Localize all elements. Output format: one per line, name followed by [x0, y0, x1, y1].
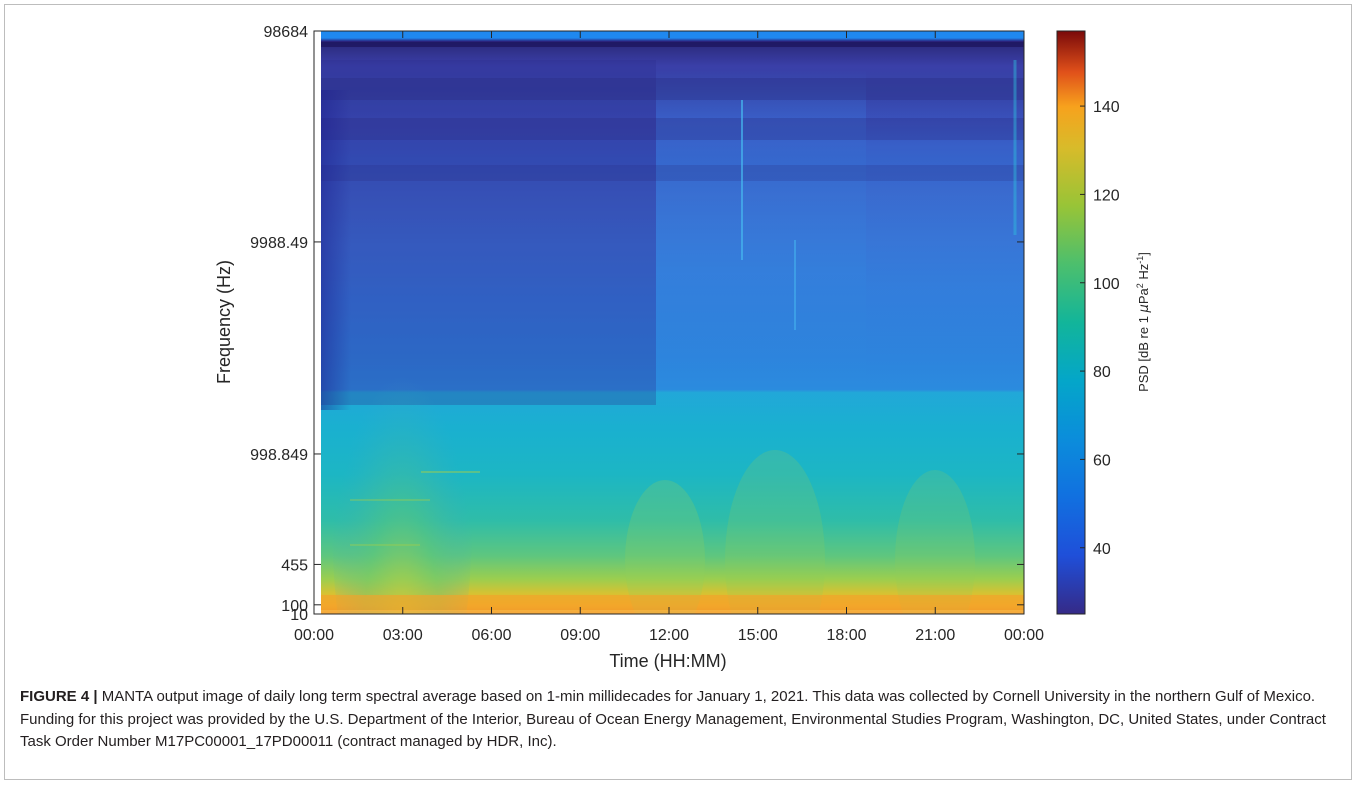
- y-tick-label: 100: [281, 598, 308, 615]
- y-tick-label: 10: [290, 607, 308, 624]
- y-tick-label: 9988.49: [250, 235, 308, 252]
- figure-frame: [4, 4, 1352, 780]
- low-frequency-band: [321, 595, 1024, 611]
- x-tick-label: 18:00: [826, 627, 866, 644]
- dark-band-2: [321, 78, 1024, 100]
- left-edge-veil: [321, 90, 351, 410]
- plume-1200: [625, 480, 705, 614]
- colorbar-tick-label: 40: [1093, 541, 1111, 558]
- y-axis-title: Frequency (Hz): [214, 260, 234, 384]
- evening-raised-region: [866, 100, 1024, 410]
- x-tick-label: 06:00: [471, 627, 511, 644]
- x-tick-label: 21:00: [915, 627, 955, 644]
- x-axis-ticks: 00:00 03:00 06:00 09:00 12:00 15:00 18:00 21:00…: [294, 31, 1044, 644]
- caption-text: MANTA output image of daily long term sp…: [20, 688, 1326, 750]
- x-axis-title: Time (HH:MM): [609, 651, 726, 671]
- colorbar-ticks: 40 60 80 100 120 140: [1080, 99, 1120, 558]
- spectrogram-heatmap: [321, 31, 1024, 614]
- colorbar: [1056, 30, 1086, 615]
- colorbar-tick-label: 120: [1093, 187, 1120, 204]
- y-tick-label: 98684: [264, 24, 309, 41]
- colorbar-tick-label: 100: [1093, 276, 1120, 293]
- y-tick-label: 998.849: [250, 447, 308, 464]
- y-tick-label: 455: [281, 557, 308, 574]
- dark-band-4: [321, 165, 1024, 181]
- dark-band: [321, 42, 1024, 47]
- afternoon-raised-region: [656, 70, 866, 410]
- lowest-band: [321, 610, 1024, 614]
- x-tick-label: 09:00: [560, 627, 600, 644]
- x-tick-label: 12:00: [649, 627, 689, 644]
- plot-white-gap: [314, 31, 321, 614]
- spectrogram-figure: 00:00 03:00 06:00 09:00 12:00 15:00 18:00 21:00…: [214, 24, 1152, 671]
- figure-caption: FIGURE 4 | MANTA output image of daily l…: [20, 686, 1342, 754]
- plume-2000: [895, 470, 975, 614]
- plume-1500: [725, 450, 825, 614]
- colorbar-title: PSD [dB re 1 μPa2 Hz-1]: [1135, 252, 1152, 392]
- x-tick-label: 00:00: [294, 627, 334, 644]
- colorbar-tick-label: 140: [1093, 99, 1120, 116]
- caption-lead: FIGURE 4 |: [20, 688, 98, 705]
- x-tick-label: 03:00: [383, 627, 423, 644]
- dark-band-3: [321, 118, 1024, 140]
- colorbar-tick-label: 60: [1093, 452, 1111, 469]
- x-tick-label: 15:00: [738, 627, 778, 644]
- colorbar-tick-label: 80: [1093, 364, 1111, 381]
- x-tick-label: 00:00: [1004, 627, 1044, 644]
- plume-0300: [332, 280, 472, 614]
